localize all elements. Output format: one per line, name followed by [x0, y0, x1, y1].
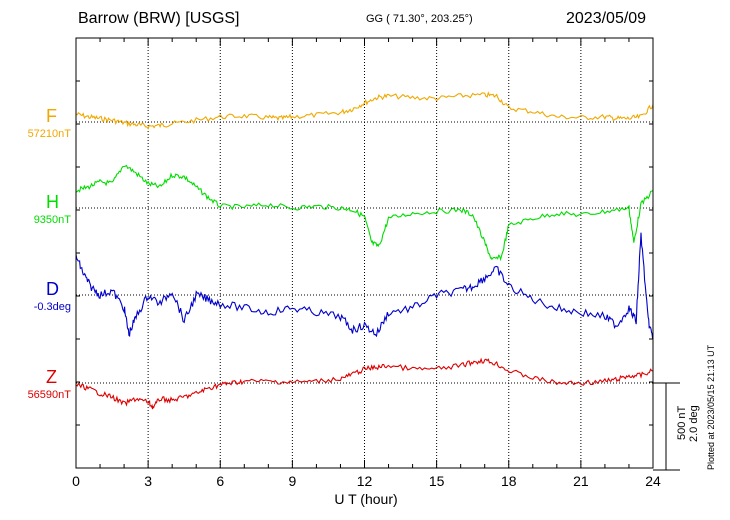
series-D	[75, 232, 654, 339]
component-letter-Z: Z	[46, 367, 57, 387]
x-tick-label-18: 18	[501, 473, 517, 489]
component-baseline-D: -0.3deg	[33, 301, 71, 313]
component-letter-F: F	[46, 106, 57, 126]
x-tick-labels: 0 3 6 9 12 15 18 21 24	[72, 473, 661, 489]
coordinates-label: GG ( 71.30°, 203.25°)	[366, 13, 473, 25]
series-H	[75, 164, 654, 262]
plot-frame	[75, 37, 680, 471]
date-label: 2023/05/09	[566, 10, 647, 27]
component-baseline-F: 57210nT	[27, 128, 71, 140]
x-tick-label-0: 0	[72, 473, 80, 489]
x-tick-label-12: 12	[357, 473, 373, 489]
x-tick-label-9: 9	[288, 473, 296, 489]
series-Z	[75, 357, 654, 410]
x-tick-label-3: 3	[144, 473, 152, 489]
x-tick-label-21: 21	[573, 473, 589, 489]
scale-bar	[653, 382, 680, 471]
series-F	[75, 91, 654, 130]
component-letter-D: D	[46, 279, 59, 299]
scale-label-2: 2.0 deg	[688, 405, 700, 442]
x-tick-label-6: 6	[216, 473, 224, 489]
component-baseline-Z: 56590nT	[27, 389, 71, 401]
component-letter-H: H	[46, 192, 59, 212]
component-baseline-H: 9350nT	[33, 214, 71, 226]
x-axis-title: U T (hour)	[334, 491, 397, 507]
scale-label-1: 500 nT	[676, 405, 688, 440]
x-tick-label-24: 24	[645, 473, 661, 489]
station-title: Barrow (BRW) [USGS]	[78, 10, 240, 27]
series	[75, 91, 654, 410]
x-tick-label-15: 15	[429, 473, 445, 489]
plotted-note: Plotted at 2023/05/15 21:13 UT	[706, 344, 716, 470]
